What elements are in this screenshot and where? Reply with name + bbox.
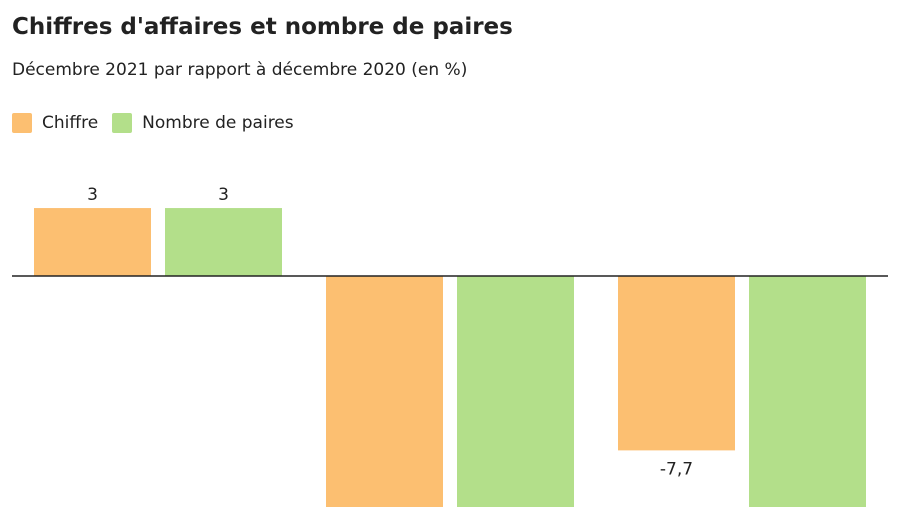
bar-chiffre-3 bbox=[618, 276, 735, 451]
chart-title: Chiffres d'affaires et nombre de paires bbox=[12, 14, 513, 40]
bars-group bbox=[34, 208, 866, 507]
value-labels-group: 3 3 -7,7 bbox=[87, 185, 693, 479]
bar-chiffre-1 bbox=[34, 208, 151, 276]
legend-item-chiffre: Chiffre bbox=[12, 113, 98, 133]
bar-chiffre-2 bbox=[326, 276, 443, 507]
value-label-chiffre-3: -7,7 bbox=[660, 459, 693, 479]
bar-paires-2 bbox=[457, 276, 574, 507]
legend-label-chiffre: Chiffre bbox=[42, 113, 99, 133]
legend-item-paires: Nombre de paires bbox=[112, 113, 294, 133]
bar-paires-3 bbox=[749, 276, 866, 507]
bar-paires-1 bbox=[165, 208, 282, 276]
value-label-paires-1: 3 bbox=[218, 185, 229, 205]
legend-swatch-paires bbox=[112, 113, 133, 133]
chart-subtitle: Décembre 2021 par rapport à décembre 202… bbox=[12, 60, 468, 80]
chart-legend: Chiffre Nombre de paires bbox=[12, 113, 308, 133]
legend-label-paires: Nombre de paires bbox=[142, 113, 294, 133]
value-label-chiffre-1: 3 bbox=[87, 185, 98, 205]
legend-swatch-chiffre bbox=[12, 113, 32, 133]
